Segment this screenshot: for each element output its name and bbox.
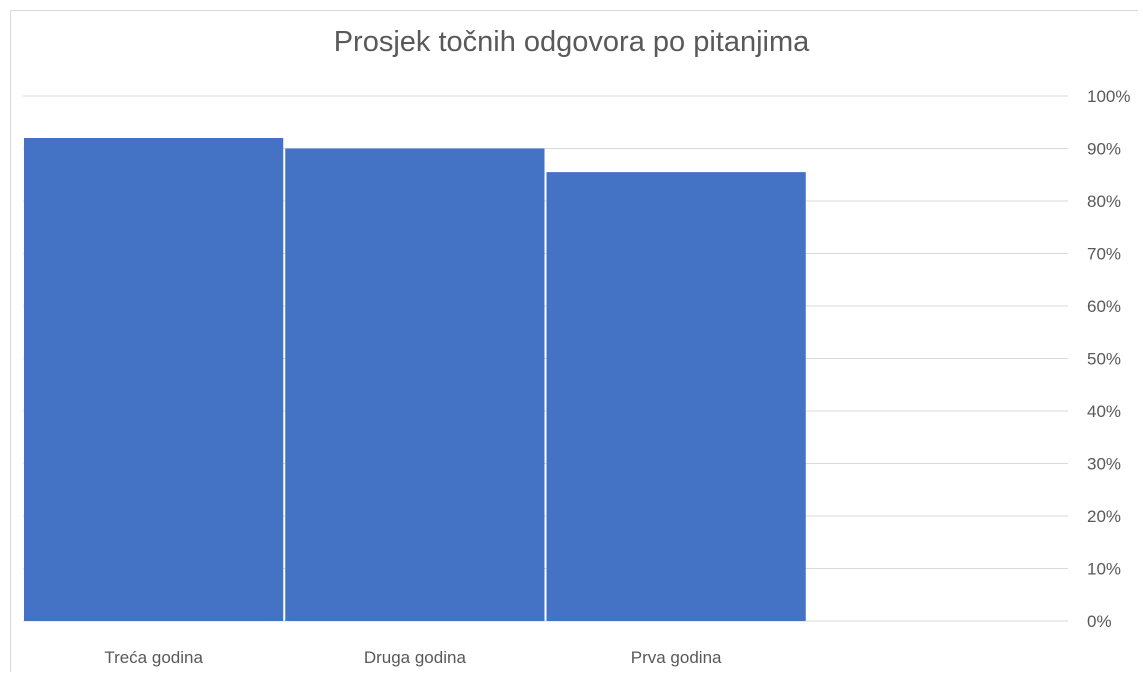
y-tick-label: 30% [1087,455,1121,474]
x-category-label: Druga godina [364,648,467,667]
y-tick-label: 50% [1087,350,1121,369]
x-category-label: Treća godina [104,648,203,667]
bar [546,172,806,621]
bar [24,138,284,621]
y-tick-label: 40% [1087,402,1121,421]
y-tick-label: 100% [1087,87,1130,106]
y-tick-label: 90% [1087,140,1121,159]
x-axis-categories: Treća godina Druga godina Prva godina [104,648,722,667]
y-tick-label: 80% [1087,192,1121,211]
bar [285,148,545,621]
y-tick-label: 20% [1087,507,1121,526]
x-category-label: Prva godina [631,648,722,667]
bars [24,138,806,621]
chart-frame [10,10,1138,672]
y-tick-label: 0% [1087,612,1112,631]
chart-title: Prosjek točnih odgovora po pitanjima [333,26,810,58]
y-tick-label: 10% [1087,560,1121,579]
y-axis-ticks: 0% 10% 20% 30% 40% 50% 60% 70% 80% 90% 100% [1087,87,1130,631]
y-tick-label: 60% [1087,297,1121,316]
y-tick-label: 70% [1087,245,1121,264]
